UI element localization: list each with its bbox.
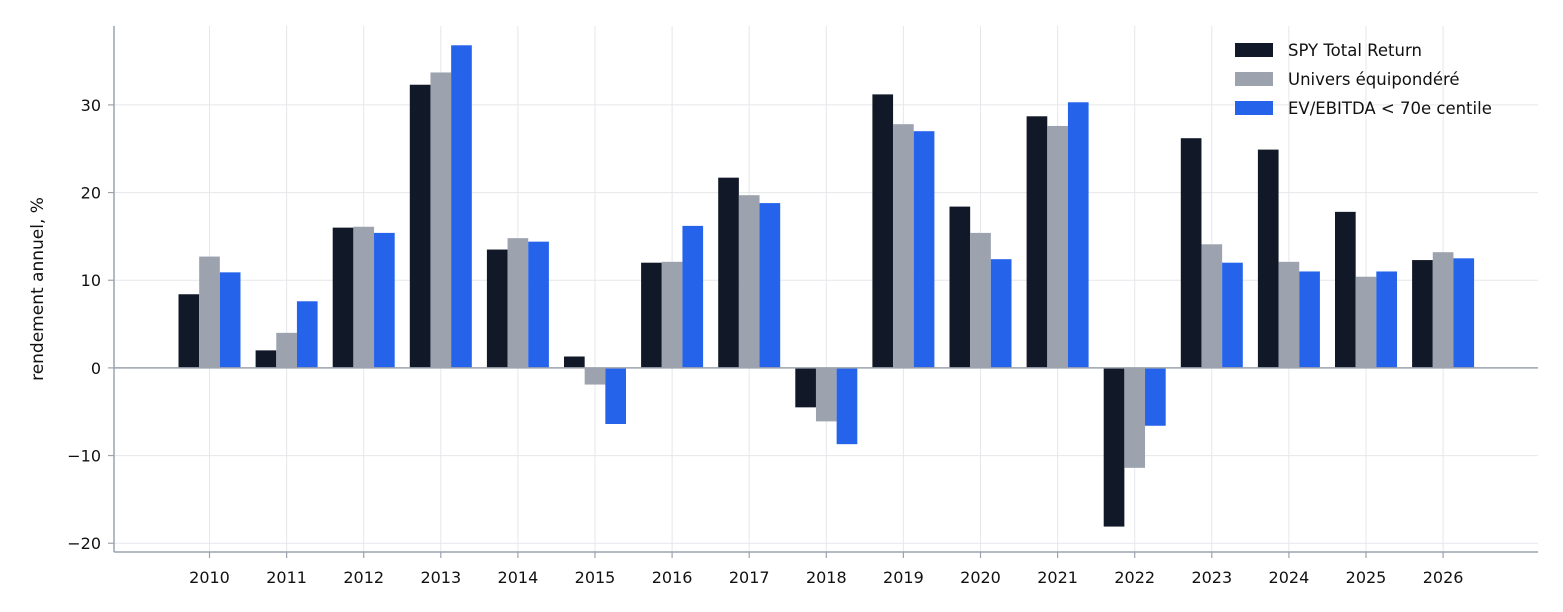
legend-swatch-series-1: [1235, 43, 1273, 57]
x-tick-label: 2024: [1269, 568, 1310, 587]
bar-2010-series-3: [219, 272, 241, 368]
x-tick-label: 2018: [806, 568, 847, 587]
bar-2010-series-2: [199, 256, 220, 368]
bar-2022-series-2: [1124, 367, 1146, 468]
bar-2018-series-2: [815, 367, 837, 422]
bar-2021-series-2: [1047, 125, 1068, 368]
x-tick-label: 2022: [1114, 568, 1155, 587]
bar-2023-series-1: [1180, 138, 1202, 368]
bar-2016-series-1: [641, 262, 662, 368]
x-tick-label: 2014: [498, 568, 539, 587]
x-tick-label: 2011: [266, 568, 307, 587]
y-tick-label: −20: [67, 534, 101, 553]
bar-2017-series-1: [718, 177, 739, 368]
bar-2019-series-3: [913, 131, 935, 368]
bar-2013-series-3: [451, 45, 472, 368]
x-tick-label: 2025: [1346, 568, 1387, 587]
bar-2020-series-2: [970, 232, 991, 368]
bar-2019-series-2: [893, 124, 914, 368]
bar-2017-series-2: [738, 195, 760, 368]
bar-2018-series-1: [795, 367, 816, 408]
bar-2024-series-3: [1299, 271, 1320, 368]
bar-2026-series-2: [1432, 252, 1454, 368]
y-tick-label: −10: [67, 447, 101, 466]
legend: SPY Total Return Univers équipondéré EV/EB…: [1235, 41, 1492, 118]
bar-2015-series-2: [584, 367, 606, 385]
y-ticks: −20 −10 0 10 20 30: [67, 96, 114, 553]
x-tick-label: 2021: [1037, 568, 1078, 587]
bar-2014-series-1: [486, 249, 508, 368]
legend-label-series-2: Univers équipondéré: [1288, 70, 1460, 89]
y-axis-label: rendement annuel, %: [28, 197, 48, 381]
bar-2022-series-1: [1103, 367, 1125, 527]
bar-2012-series-1: [332, 227, 354, 368]
bar-2026-series-1: [1412, 260, 1433, 368]
bar-2015-series-3: [605, 367, 626, 425]
bar-2014-series-3: [528, 241, 549, 368]
bars: [178, 45, 1475, 527]
bar-2017-series-3: [759, 203, 781, 368]
bar-2026-series-3: [1453, 258, 1475, 368]
bar-2018-series-3: [836, 367, 858, 445]
bar-2020-series-3: [990, 259, 1012, 368]
bar-2019-series-1: [872, 94, 894, 368]
bar-2024-series-2: [1278, 261, 1300, 368]
legend-swatch-series-2: [1235, 72, 1273, 86]
bar-2025-series-1: [1335, 211, 1356, 368]
bar-2010-series-1: [178, 294, 200, 368]
bar-2011-series-2: [276, 332, 297, 368]
x-tick-label: 2013: [420, 568, 461, 587]
bar-2025-series-3: [1376, 271, 1397, 368]
x-tick-label: 2019: [883, 568, 924, 587]
x-tick-label: 2026: [1423, 568, 1464, 587]
bar-2013-series-2: [430, 72, 452, 368]
x-tick-label: 2017: [729, 568, 770, 587]
bar-2021-series-3: [1067, 102, 1089, 368]
bar-2016-series-2: [661, 261, 683, 368]
legend-label-series-1: SPY Total Return: [1288, 41, 1422, 60]
bar-2014-series-2: [507, 238, 529, 368]
bar-2021-series-1: [1026, 116, 1048, 368]
bar-2015-series-1: [564, 356, 585, 368]
bar-2013-series-1: [409, 84, 431, 368]
bar-2025-series-2: [1355, 276, 1377, 368]
x-ticks: 2010 2011 2012 2013 2014 2015 2016 2017 2018 2019…: [189, 552, 1463, 587]
bar-2024-series-1: [1257, 149, 1279, 368]
bar-2023-series-3: [1222, 262, 1243, 368]
legend-swatch-series-3: [1235, 101, 1273, 115]
x-tick-label: 2016: [652, 568, 693, 587]
bar-2020-series-1: [949, 206, 971, 368]
y-tick-label: 30: [81, 96, 101, 115]
y-tick-label: 0: [91, 359, 101, 378]
bar-2011-series-3: [296, 301, 318, 368]
y-tick-label: 10: [81, 271, 101, 290]
bar-2016-series-3: [682, 225, 704, 368]
x-tick-label: 2015: [575, 568, 616, 587]
legend-label-series-3: EV/EBITDA < 70e centile: [1288, 99, 1492, 118]
x-tick-label: 2010: [189, 568, 230, 587]
y-tick-label: 20: [81, 184, 101, 203]
x-tick-label: 2020: [960, 568, 1001, 587]
bar-2022-series-3: [1145, 367, 1166, 426]
x-tick-label: 2023: [1191, 568, 1232, 587]
x-tick-label: 2012: [343, 568, 384, 587]
bar-2012-series-3: [374, 232, 395, 368]
bar-2011-series-1: [255, 350, 277, 368]
bar-2012-series-2: [353, 226, 375, 368]
bar-2023-series-2: [1201, 244, 1223, 368]
